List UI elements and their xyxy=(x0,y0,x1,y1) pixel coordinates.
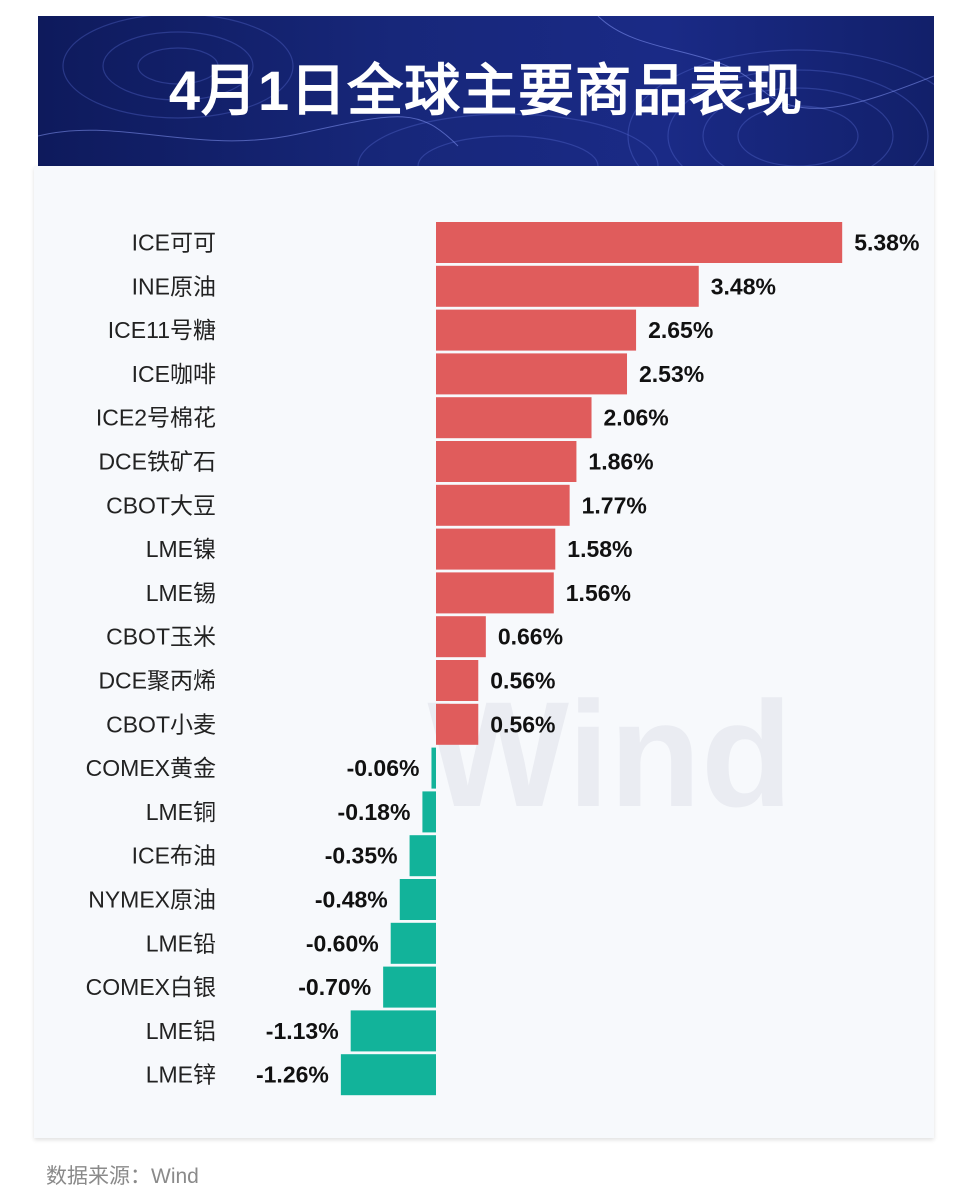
value-label: 2.53% xyxy=(639,361,704,387)
title-banner: 4月1日全球主要商品表现 xyxy=(38,16,934,166)
category-label: COMEX黄金 xyxy=(86,755,216,781)
value-label: 0.56% xyxy=(490,711,555,737)
category-label: CBOT玉米 xyxy=(106,624,216,650)
bar xyxy=(399,879,436,920)
value-label: 1.56% xyxy=(566,580,631,606)
bar xyxy=(436,528,556,570)
category-label: LME铜 xyxy=(146,799,216,825)
bar xyxy=(436,484,570,526)
category-label: CBOT大豆 xyxy=(106,492,216,518)
bar xyxy=(436,265,699,307)
category-label: DCE聚丙烯 xyxy=(98,668,216,694)
value-label: 2.06% xyxy=(604,405,669,431)
category-label: LME铝 xyxy=(146,1018,216,1044)
category-label: LME锌 xyxy=(146,1062,216,1088)
bar xyxy=(390,922,436,964)
value-label: 0.66% xyxy=(498,624,563,650)
category-label: CBOT小麦 xyxy=(106,711,216,737)
bar xyxy=(340,1054,436,1096)
value-label: -1.13% xyxy=(266,1018,339,1044)
value-label: 0.56% xyxy=(490,668,555,694)
bar xyxy=(436,703,479,745)
bar xyxy=(436,616,486,658)
watermark-text: Wind xyxy=(427,688,792,818)
category-label: LME锡 xyxy=(146,580,216,606)
category-label: LME镍 xyxy=(146,536,216,562)
category-label: INE原油 xyxy=(132,273,216,299)
wind-watermark-logo: Wind xyxy=(427,688,792,818)
value-label: 1.58% xyxy=(567,536,632,562)
value-label: -0.18% xyxy=(338,799,411,825)
bar xyxy=(436,397,592,439)
value-label: -0.35% xyxy=(325,843,398,869)
page-title: 4月1日全球主要商品表现 xyxy=(168,59,804,122)
value-label: 2.65% xyxy=(648,317,713,343)
category-label: ICE布油 xyxy=(132,843,216,869)
category-label: ICE11号糖 xyxy=(108,317,216,343)
bar xyxy=(436,572,554,614)
category-label: COMEX白银 xyxy=(86,974,216,1000)
bar xyxy=(436,309,637,351)
bar xyxy=(409,835,436,877)
value-label: -1.26% xyxy=(256,1062,329,1088)
bar xyxy=(422,791,436,833)
category-label: LME铅 xyxy=(146,930,216,956)
category-label: ICE可可 xyxy=(132,230,216,256)
chart-panel: Wind ICE可可 5.38% INE原油 3.48% ICE11号糖 2.65% ICE… xyxy=(34,166,934,1138)
category-label: ICE2号棉花 xyxy=(96,405,216,431)
value-label: 1.86% xyxy=(588,449,653,475)
category-label: NYMEX原油 xyxy=(88,887,216,913)
category-label: ICE咖啡 xyxy=(132,361,216,387)
value-label: -0.70% xyxy=(298,974,371,1000)
bar xyxy=(436,441,577,482)
bar xyxy=(350,1010,436,1052)
value-label: 1.77% xyxy=(582,492,647,518)
value-label: -0.48% xyxy=(315,887,388,913)
value-label: 5.38% xyxy=(854,230,919,256)
bar xyxy=(436,222,843,263)
value-label: 3.48% xyxy=(711,273,776,299)
bar xyxy=(431,747,436,789)
contour-background-graphic xyxy=(38,16,934,166)
bar xyxy=(436,660,479,701)
category-label: DCE铁矿石 xyxy=(98,449,216,475)
bar xyxy=(436,353,628,395)
bar-chart: ICE可可 5.38% INE原油 3.48% ICE11号糖 2.65% ICE咖啡 2.5… xyxy=(86,222,919,1096)
bar xyxy=(383,966,436,1008)
value-label: -0.60% xyxy=(306,930,379,956)
value-label: -0.06% xyxy=(347,755,420,781)
data-source-note: 数据来源：Wind xyxy=(46,1165,199,1188)
